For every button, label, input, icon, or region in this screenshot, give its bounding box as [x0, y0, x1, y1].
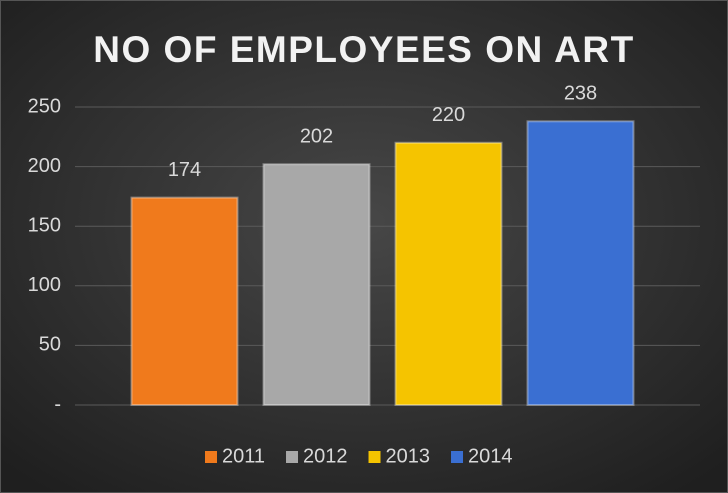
data-label: 238	[564, 83, 597, 105]
y-tick-label: 150	[28, 214, 61, 236]
y-tick-label: 250	[28, 95, 61, 117]
y-tick-label: 50	[39, 334, 61, 356]
legend-swatch	[286, 451, 299, 463]
data-label: 174	[168, 159, 201, 181]
legend-label: 2014	[468, 445, 513, 467]
legend-label: 2012	[303, 445, 348, 467]
bar	[526, 120, 635, 407]
data-label: 220	[432, 104, 465, 126]
y-tick-label: 100	[28, 274, 61, 296]
y-tick-label: 200	[28, 155, 61, 177]
legend-label: 2011	[222, 445, 265, 467]
bar	[394, 141, 503, 406]
chart-title: NO OF EMPLOYEES ON ART	[93, 29, 634, 70]
bar	[262, 163, 371, 406]
legend-swatch	[205, 451, 217, 463]
legend-label: 2013	[386, 445, 431, 467]
legend-swatch	[368, 451, 381, 463]
bar	[130, 196, 239, 406]
y-tick-label: -	[54, 393, 61, 415]
legend-swatch	[451, 451, 464, 463]
data-label: 202	[300, 125, 333, 147]
